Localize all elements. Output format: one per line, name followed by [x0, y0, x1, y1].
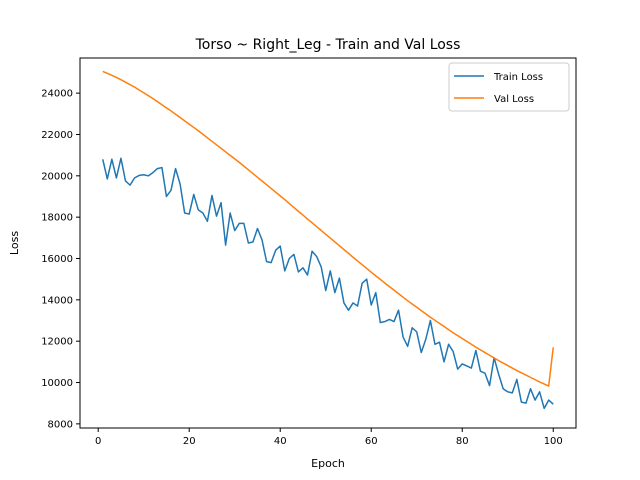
x-tick-label: 100 — [544, 436, 563, 447]
x-tick-label: 0 — [95, 436, 101, 447]
chart-title: Torso ~ Right_Leg - Train and Val Loss — [195, 37, 461, 53]
x-tick-label: 20 — [183, 436, 196, 447]
y-tick-label: 16000 — [41, 254, 73, 265]
legend-label-train-loss: Train Loss — [493, 72, 543, 83]
y-tick-label: 18000 — [41, 213, 73, 224]
x-tick-label: 60 — [365, 436, 378, 447]
plot-area — [79, 57, 577, 429]
val-loss-line — [102, 70, 554, 387]
y-tick-label: 24000 — [41, 89, 73, 100]
plot-frame — [79, 57, 577, 429]
train-loss-line — [102, 157, 554, 410]
y-tick-label: 8000 — [48, 419, 73, 430]
y-axis: 8000 10000 12000 14000 16000 18000 20000 22000 2… — [41, 89, 80, 430]
y-tick-label: 20000 — [41, 171, 73, 182]
legend: Train Loss Val Loss — [448, 62, 570, 112]
x-tick-label: 40 — [274, 436, 287, 447]
x-axis-title: Epoch — [311, 457, 345, 470]
y-tick-label: 14000 — [41, 295, 73, 306]
series-layer — [102, 70, 554, 410]
x-axis: 0 20 40 60 80 100 — [95, 428, 563, 447]
y-tick-label: 10000 — [41, 378, 73, 389]
legend-label-val-loss: Val Loss — [494, 94, 534, 105]
x-tick-label: 80 — [456, 436, 469, 447]
legend-box — [448, 62, 570, 112]
y-axis-title: Loss — [8, 231, 21, 255]
y-tick-label: 22000 — [41, 130, 73, 141]
y-tick-label: 12000 — [41, 337, 73, 348]
